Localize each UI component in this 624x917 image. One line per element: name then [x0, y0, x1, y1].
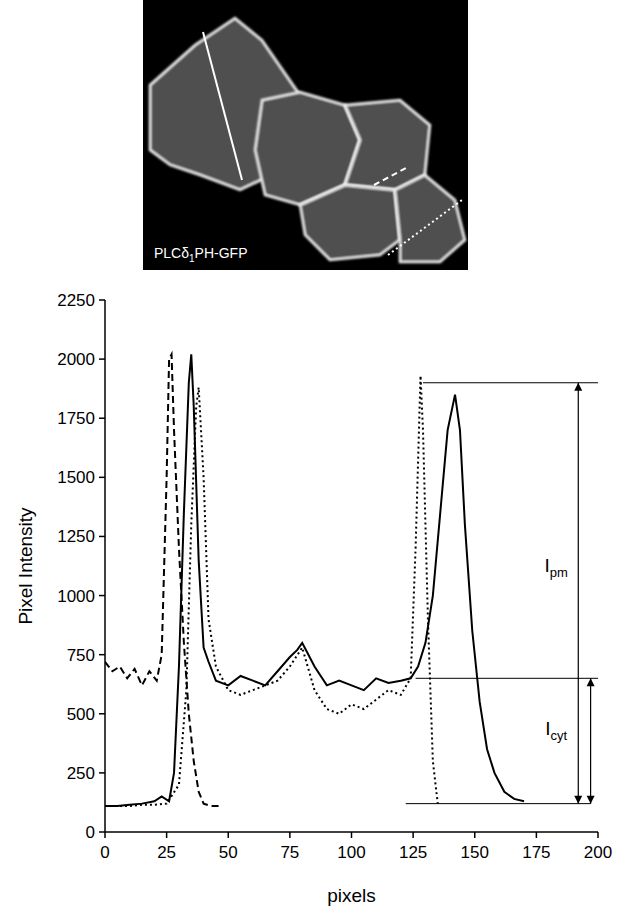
cell — [395, 175, 465, 262]
y-tick-label: 500 — [67, 705, 95, 724]
y-tick — [99, 772, 105, 774]
y-tick — [99, 595, 105, 597]
cell — [300, 185, 400, 260]
annotation-arrow — [590, 678, 591, 803]
image-label: PLCδ1PH-GFP — [154, 245, 247, 264]
annotation-subscript: pm — [550, 565, 568, 580]
y-tick-label: 1500 — [57, 468, 95, 487]
arrow-head — [587, 678, 595, 686]
x-tick — [228, 832, 230, 838]
micrograph-background — [143, 0, 468, 270]
profile-dotted — [105, 376, 438, 806]
y-tick-label: 2250 — [57, 291, 95, 310]
x-tick-label: 100 — [337, 843, 365, 862]
x-tick — [474, 832, 476, 838]
arrow-head — [574, 796, 582, 804]
y-tick-label: 250 — [67, 764, 95, 783]
y-tick — [99, 299, 105, 301]
x-tick-label: 150 — [461, 843, 489, 862]
cell — [345, 100, 430, 190]
y-tick — [99, 477, 105, 479]
annotation-label: Ipm — [544, 555, 567, 580]
y-tick-label: 1000 — [57, 587, 95, 606]
guide-line — [406, 803, 591, 804]
x-tick — [351, 832, 353, 838]
arrow-head — [574, 383, 582, 391]
annotations: Ipm Icyt — [406, 383, 598, 804]
x-tick-label: 175 — [522, 843, 550, 862]
y-tick-label: 0 — [86, 823, 95, 842]
y-axis-label: Pixel Intensity — [15, 507, 36, 625]
profile-line-solid — [203, 32, 242, 180]
x-tick-label: 50 — [219, 843, 238, 862]
x-tick — [166, 832, 168, 838]
y-tick-label: 750 — [67, 646, 95, 665]
y-tick — [99, 831, 105, 833]
profile-line-dotted — [388, 200, 462, 255]
x-tick — [412, 832, 414, 838]
y-tick — [99, 358, 105, 360]
x-tick-label: 200 — [584, 843, 612, 862]
annotation-arrow — [578, 383, 579, 804]
plot-area — [105, 354, 524, 806]
y-tick-label: 1750 — [57, 409, 95, 428]
y-tick-label: 2000 — [57, 350, 95, 369]
x-tick — [289, 832, 291, 838]
y-tick — [99, 713, 105, 715]
profile-dashed — [105, 354, 221, 806]
guide-line — [423, 382, 598, 383]
x-tick — [536, 832, 538, 838]
x-tick-label: 25 — [157, 843, 176, 862]
x-tick-label: 75 — [280, 843, 299, 862]
y-tick-label: 1250 — [57, 527, 95, 546]
profile-solid — [105, 354, 524, 806]
profile-line-dashed — [374, 168, 406, 185]
annotation-label: Icyt — [545, 718, 567, 743]
y-tick — [99, 536, 105, 538]
figure: PLCδ1PH-GFP02505007501000125015001750200… — [0, 0, 624, 917]
x-axis-label: pixels — [327, 885, 376, 906]
x-tick-label: 0 — [100, 843, 109, 862]
annotation-subscript: cyt — [550, 728, 567, 743]
micrograph: PLCδ1PH-GFP — [143, 0, 468, 270]
image-label-suffix: PH-GFP — [195, 245, 248, 261]
x-tick-label: 125 — [399, 843, 427, 862]
axes: 0 250 500 750 1000 1250 1500 1750 2000 2250 0 25 50 7… — [57, 291, 612, 862]
image-label-text: PLCδ — [154, 245, 189, 261]
y-tick — [99, 417, 105, 419]
x-tick — [597, 832, 599, 838]
arrow-head — [587, 796, 595, 804]
y-tick — [99, 654, 105, 656]
y-axis — [104, 300, 106, 832]
x-tick — [104, 832, 106, 838]
guide-line — [416, 678, 598, 679]
